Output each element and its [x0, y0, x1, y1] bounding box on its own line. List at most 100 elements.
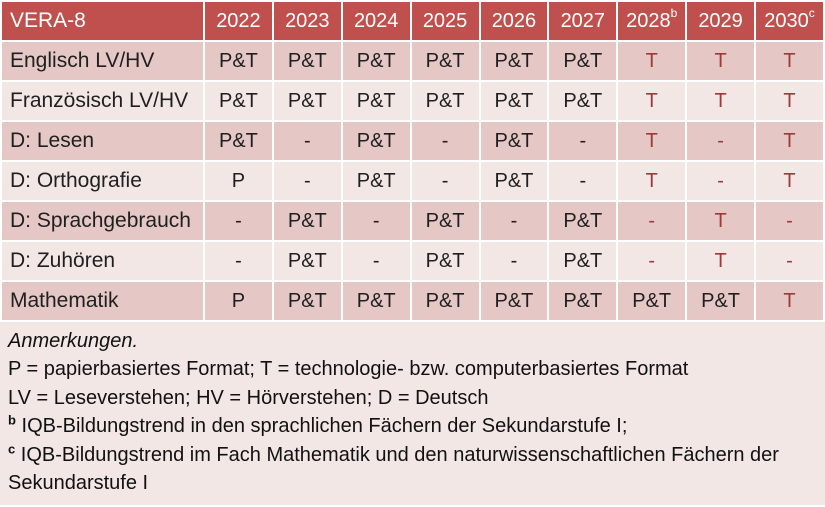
format-cell: - — [618, 202, 686, 240]
table-header: VERA-8 2022 2023 2024 2025 2026 2027 2028b 2029 2… — [2, 2, 823, 40]
format-cell: P&T — [549, 282, 617, 320]
format-cell: P&T — [273, 202, 341, 240]
row-label: D: Zuhören — [2, 242, 203, 280]
format-cell: - — [549, 162, 617, 200]
table-row: Englisch LV/HV P&T P&T P&T P&T P&T P&T T T T — [2, 42, 823, 80]
format-cell: - — [618, 242, 686, 280]
table-row: Mathematik P P&T P&T P&T P&T P&T P&T P&T T — [2, 282, 823, 320]
table-row: D: Sprachgebrauch - P&T - P&T - P&T - T - — [2, 202, 823, 240]
row-label: D: Sprachgebrauch — [2, 202, 203, 240]
table-row: D: Orthografie P - P&T - P&T - T - T — [2, 162, 823, 200]
format-cell: P&T — [411, 202, 479, 240]
format-cell: T — [687, 42, 754, 80]
format-cell: P&T — [273, 282, 341, 320]
vera8-format-table: VERA-8 2022 2023 2024 2025 2026 2027 2028b 2029 2… — [2, 2, 823, 320]
format-cell: P&T — [480, 282, 548, 320]
year-header-2026: 2026 — [480, 2, 548, 40]
format-cell: P&T — [273, 82, 341, 120]
format-cell: P&T — [480, 122, 548, 160]
format-cell: T — [756, 42, 823, 80]
format-cell: T — [618, 122, 686, 160]
format-cell: P&T — [480, 82, 548, 120]
format-cell: P&T — [342, 42, 410, 80]
format-cell: T — [687, 82, 754, 120]
format-cell: P — [205, 282, 272, 320]
row-label: Englisch LV/HV — [2, 42, 203, 80]
year-header-2030: 2030c — [756, 2, 823, 40]
format-cell: T — [756, 82, 823, 120]
notes-section: Anmerkungen. P = papierbasiertes Format;… — [0, 322, 825, 505]
year-superscript: b — [670, 5, 678, 20]
format-cell: T — [756, 122, 823, 160]
format-cell: P&T — [411, 82, 479, 120]
format-cell: P&T — [549, 242, 617, 280]
format-cell: T — [687, 242, 754, 280]
table-title-cell: VERA-8 — [2, 2, 203, 40]
note-c-marker: c — [8, 440, 16, 456]
format-cell: P&T — [411, 242, 479, 280]
format-cell: T — [756, 162, 823, 200]
format-cell: T — [687, 202, 754, 240]
table-row: D: Zuhören - P&T - P&T - P&T - T - — [2, 242, 823, 280]
format-cell: - — [205, 242, 272, 280]
format-cell: P&T — [273, 42, 341, 80]
note-b-text: IQB-Bildungstrend in den sprachlichen Fä… — [21, 415, 628, 438]
format-cell: P&T — [205, 42, 272, 80]
format-cell: T — [618, 42, 686, 80]
format-cell: - — [342, 242, 410, 280]
header-row: VERA-8 2022 2023 2024 2025 2026 2027 2028b 2029 2… — [2, 2, 823, 40]
format-cell: P&T — [205, 122, 272, 160]
format-cell: - — [342, 202, 410, 240]
format-cell: P&T — [480, 162, 548, 200]
table-row: D: Lesen P&T - P&T - P&T - T - T — [2, 122, 823, 160]
note-c: c IQB-Bildungstrend im Fach Mathematik u… — [8, 441, 815, 498]
format-cell: - — [687, 162, 754, 200]
format-cell: P&T — [618, 282, 686, 320]
format-cell: - — [411, 162, 479, 200]
format-cell: - — [756, 202, 823, 240]
format-cell: P&T — [205, 82, 272, 120]
format-cell: - — [273, 122, 341, 160]
year-header-2023: 2023 — [273, 2, 341, 40]
note-format-legend: P = papierbasiertes Format; T = technolo… — [8, 358, 689, 381]
row-label: D: Lesen — [2, 122, 203, 160]
format-cell: P&T — [411, 42, 479, 80]
row-label: Mathematik — [2, 282, 203, 320]
format-cell: - — [411, 122, 479, 160]
format-cell: P — [205, 162, 272, 200]
row-label: D: Orthografie — [2, 162, 203, 200]
table-body: Englisch LV/HV P&T P&T P&T P&T P&T P&T T T T Franz… — [2, 42, 823, 320]
format-cell: P&T — [549, 82, 617, 120]
format-cell: - — [480, 242, 548, 280]
year-header-2027: 2027 — [549, 2, 617, 40]
year-header-2025: 2025 — [411, 2, 479, 40]
year-header-2024: 2024 — [342, 2, 410, 40]
format-cell: P&T — [342, 82, 410, 120]
format-cell: P&T — [480, 42, 548, 80]
year-header-2028: 2028b — [618, 2, 686, 40]
format-cell: P&T — [342, 282, 410, 320]
format-cell: P&T — [411, 282, 479, 320]
format-cell: P&T — [549, 42, 617, 80]
format-cell: T — [618, 162, 686, 200]
note-abbreviation-legend: LV = Leseverstehen; HV = Hörverstehen; D… — [8, 386, 489, 409]
note-b: b IQB-Bildungstrend in den sprachlichen … — [8, 412, 815, 440]
format-cell: T — [618, 82, 686, 120]
year-header-2029: 2029 — [687, 2, 754, 40]
format-cell: - — [480, 202, 548, 240]
notes-title: Anmerkungen. — [8, 330, 139, 352]
format-cell: P&T — [687, 282, 754, 320]
format-cell: P&T — [273, 242, 341, 280]
format-cell: - — [273, 162, 341, 200]
year-superscript: c — [808, 5, 815, 20]
format-cell: T — [756, 282, 823, 320]
table-row: Französisch LV/HV P&T P&T P&T P&T P&T P&T T T T — [2, 82, 823, 120]
format-cell: - — [205, 202, 272, 240]
note-c-text: IQB-Bildungstrend im Fach Mathematik und… — [8, 443, 779, 494]
format-cell: P&T — [549, 202, 617, 240]
row-label: Französisch LV/HV — [2, 82, 203, 120]
format-cell: P&T — [342, 122, 410, 160]
note-b-marker: b — [8, 412, 16, 428]
format-cell: - — [756, 242, 823, 280]
